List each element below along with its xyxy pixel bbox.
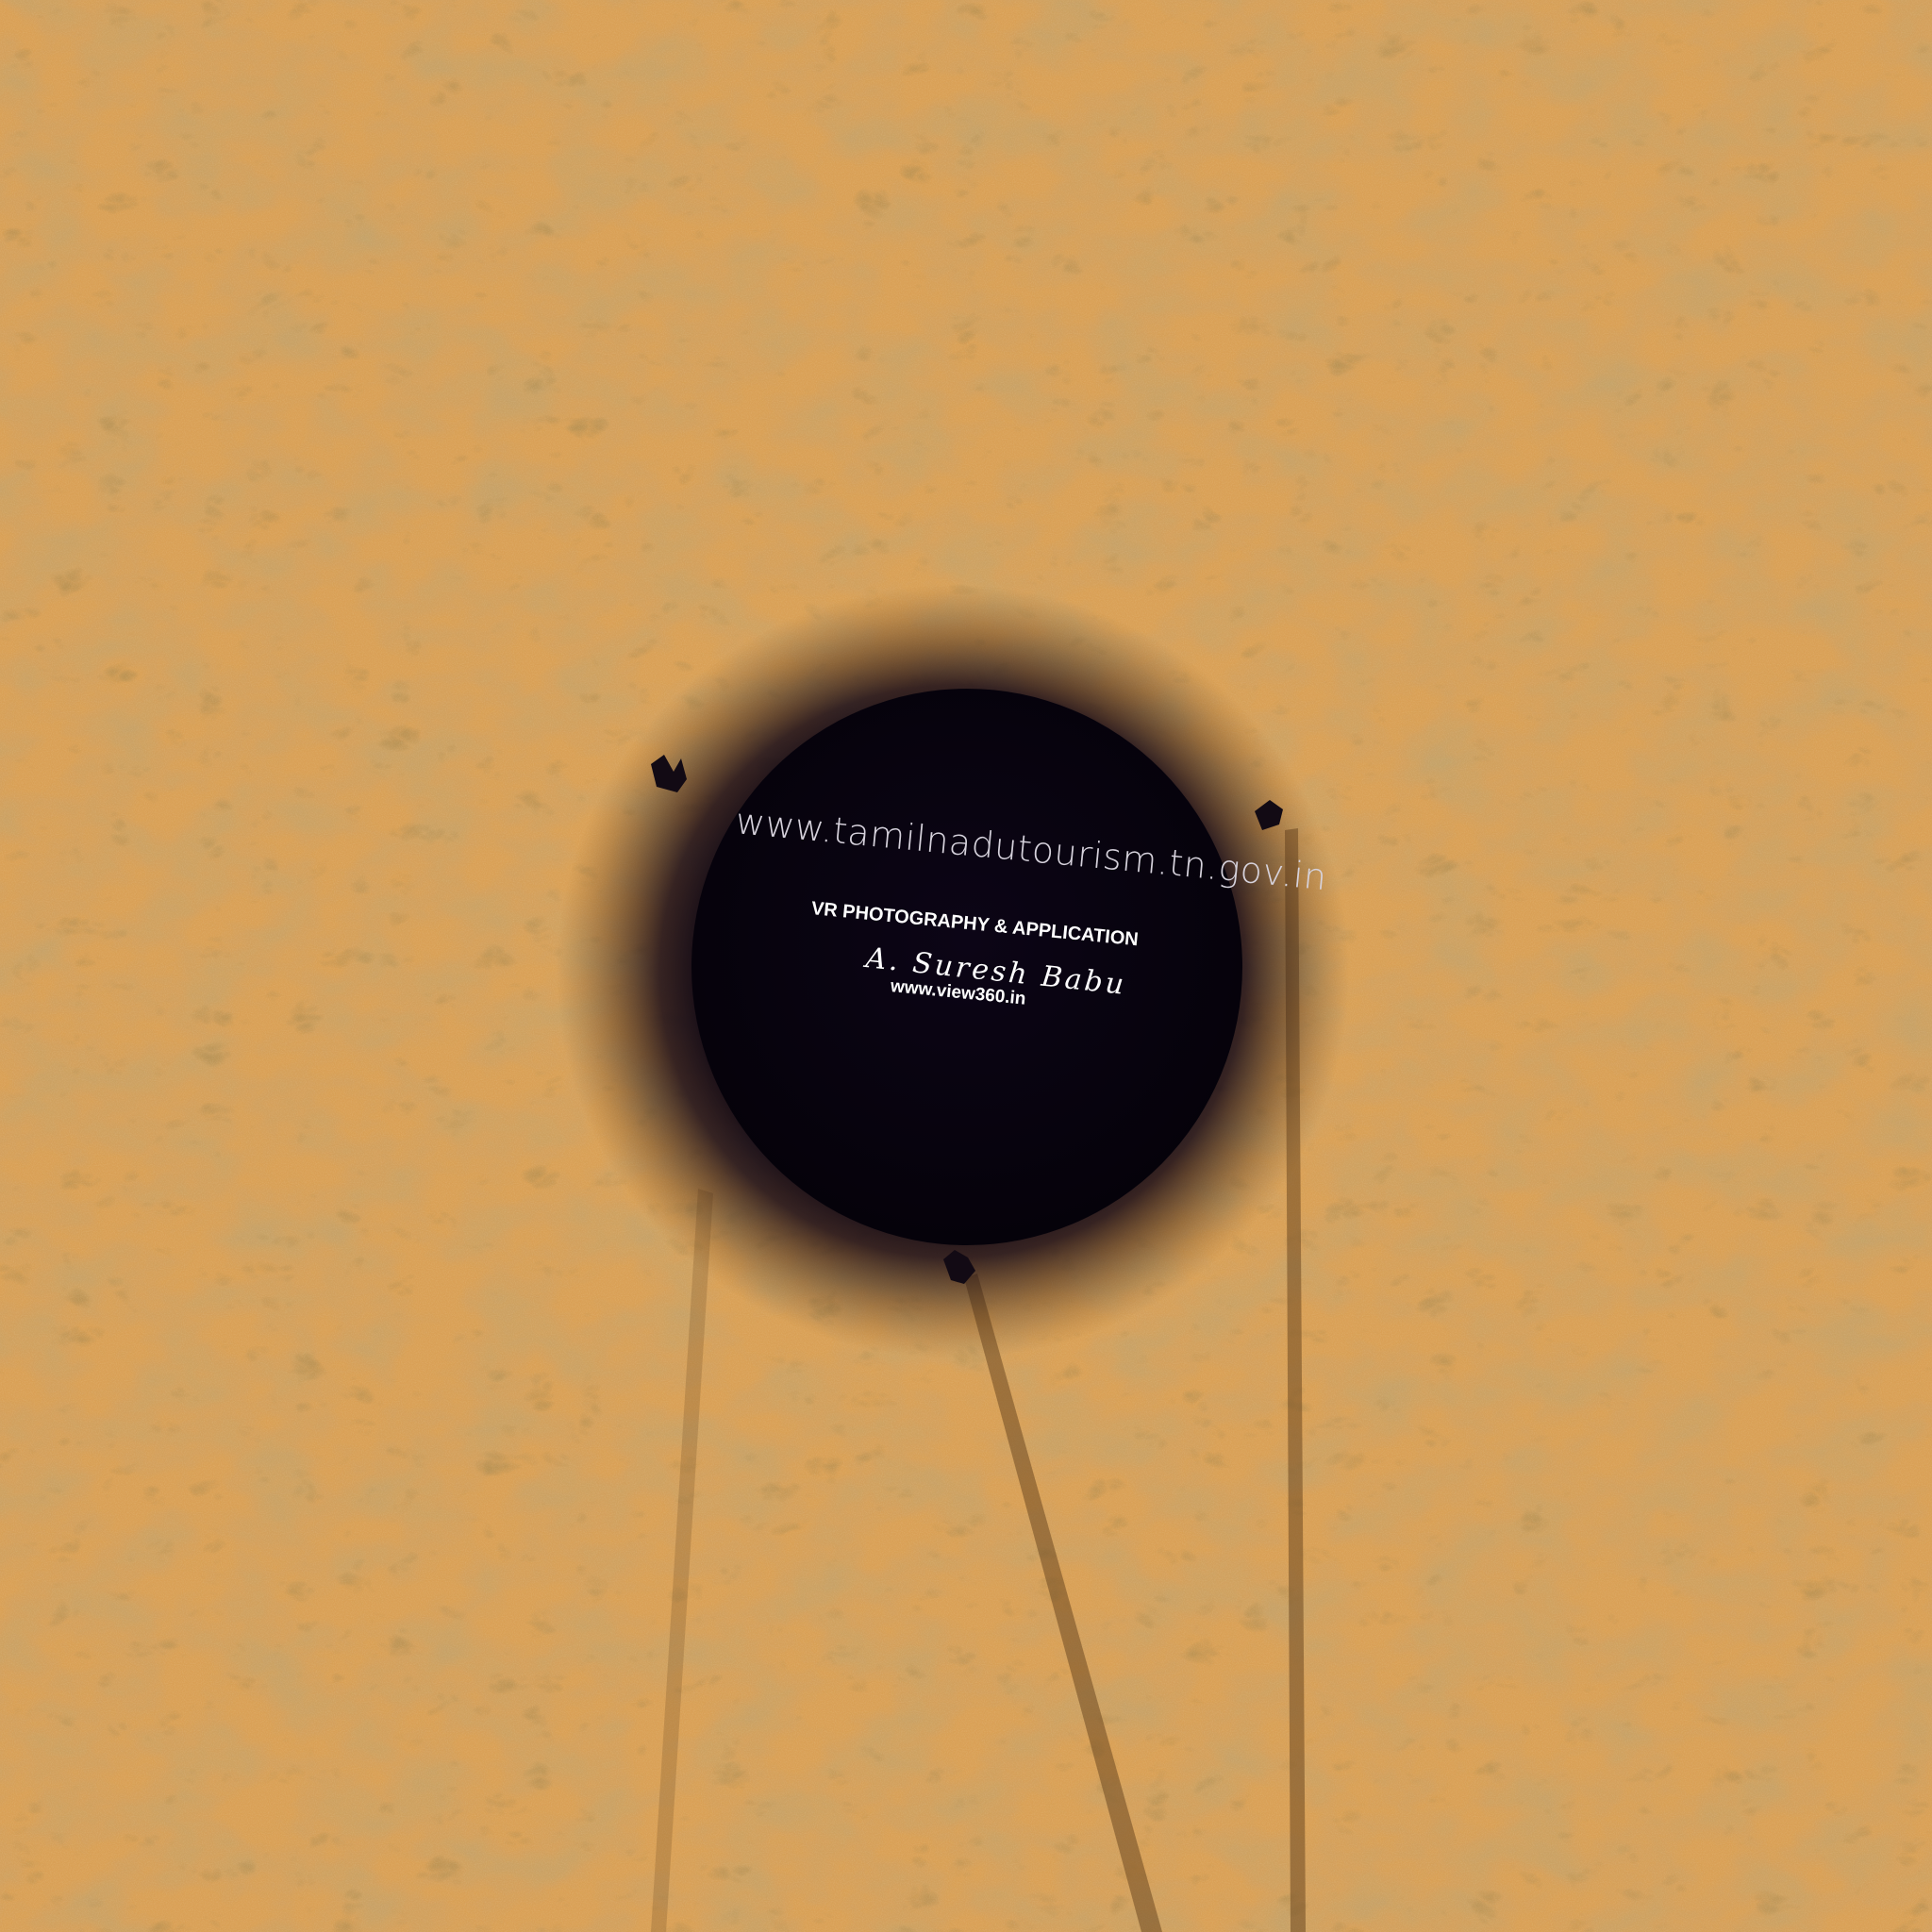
- tripod-shadow-faint: [651, 1189, 713, 1932]
- tripod-shadows: [651, 828, 1306, 1932]
- tripod-foot-bottom: [943, 1250, 975, 1284]
- nadir-patch: [691, 689, 1242, 1245]
- tripod-shadow-left: [964, 1274, 1162, 1932]
- tripod-feet: [651, 755, 1283, 1284]
- tripod-foot-right: [1255, 800, 1283, 830]
- tripod-foot-left: [651, 755, 687, 792]
